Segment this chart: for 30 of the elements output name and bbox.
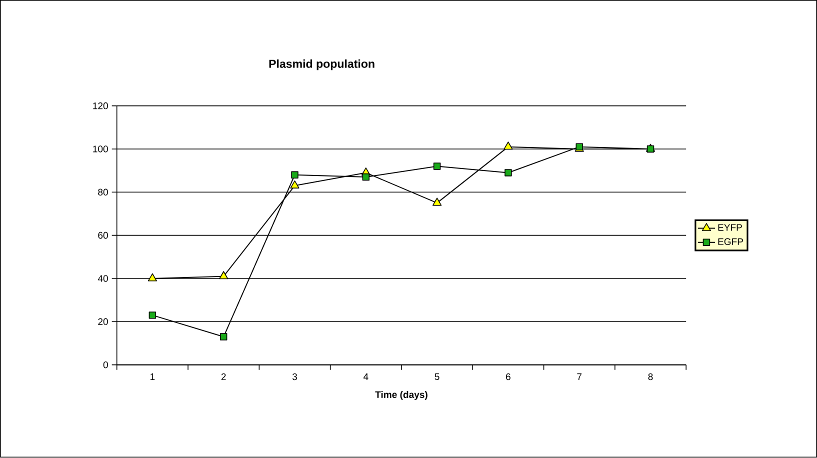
y-tick-label: 120 xyxy=(93,102,108,110)
x-tick-label: 7 xyxy=(577,374,582,380)
x-tick-label: 3 xyxy=(292,374,297,380)
y-tick-label: 100 xyxy=(93,146,108,153)
point xyxy=(504,169,512,177)
point xyxy=(219,271,228,280)
point xyxy=(148,273,158,282)
legend-label: EYFP xyxy=(718,224,742,231)
y-tick-label: 40 xyxy=(98,275,108,282)
y-tick-label: 0 xyxy=(103,362,108,368)
point xyxy=(291,171,298,179)
x-tick-label: 4 xyxy=(363,374,368,380)
chart-title: Plasmid population xyxy=(269,60,374,70)
point xyxy=(504,142,513,150)
point xyxy=(432,198,442,206)
legend-label: EGFP xyxy=(718,238,743,246)
x-tick-label: 6 xyxy=(506,374,510,380)
y-tick-label: 20 xyxy=(98,318,108,326)
x-tick-label: 2 xyxy=(221,374,226,380)
x-tick-label: 1 xyxy=(150,374,155,380)
y-tick-label: 60 xyxy=(98,232,108,239)
point xyxy=(290,180,300,189)
x-tick-label: 8 xyxy=(648,374,653,380)
point xyxy=(433,162,441,170)
x-axis-title: Time (days) xyxy=(375,391,428,400)
x-tick-label: 5 xyxy=(434,374,440,380)
point xyxy=(220,333,228,341)
point xyxy=(148,312,156,319)
point xyxy=(362,174,370,181)
y-tick-label: 80 xyxy=(98,188,108,196)
